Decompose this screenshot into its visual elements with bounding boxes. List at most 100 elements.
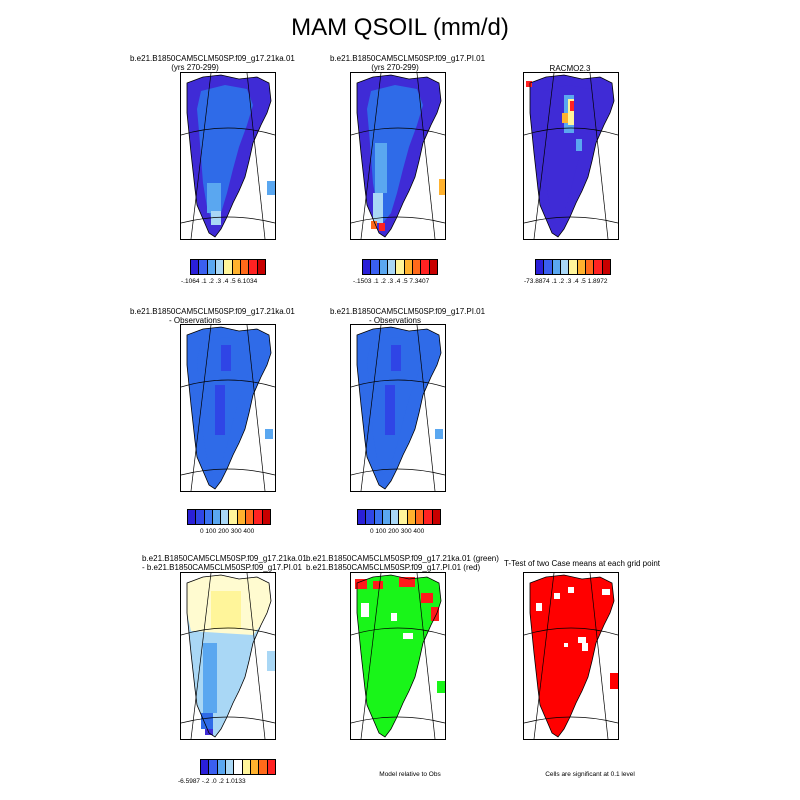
- colorbar-swatch: [246, 510, 255, 524]
- colorbar-swatch: [196, 510, 205, 524]
- grid-cell-block: [536, 603, 542, 611]
- longitude-line: [246, 73, 266, 239]
- colorbar-swatch: [217, 760, 226, 774]
- colorbar-swatch: [429, 260, 437, 274]
- colorbar-swatch: [267, 760, 275, 774]
- latitude-line: [181, 716, 275, 724]
- grid-cell-block: [435, 429, 443, 439]
- colorbar-swatch: [257, 260, 265, 274]
- colorbar-swatch: [374, 510, 383, 524]
- panel-5-subtitle: - Observations: [368, 316, 422, 325]
- colorbar-swatch: [544, 260, 553, 274]
- colorbar-swatch: [366, 510, 375, 524]
- colorbar-swatch: [191, 260, 200, 274]
- panel-1-colorbar-labels: -.1064 .1 .2 .3 .4 .5 6.1034: [181, 278, 258, 285]
- panel-4-map: [180, 324, 276, 492]
- coastline: [356, 74, 442, 238]
- colorbar-swatch: [363, 260, 372, 274]
- grid-cell-block: [385, 385, 395, 435]
- colorbar-swatch: [358, 510, 367, 524]
- panel-2-title-line: b.e21.B1850CAM5CLM50SP.f09_g17.PI.01: [330, 54, 486, 63]
- panel-6-map: [180, 572, 276, 740]
- grid-cell-block: [391, 613, 397, 621]
- colorbar-swatch: [421, 260, 430, 274]
- grid-cell-block: [267, 651, 275, 671]
- colorbar-swatch: [254, 510, 263, 524]
- coastline: [186, 574, 272, 738]
- panel-2-subtitle: (yrs 270-299): [371, 63, 419, 72]
- latitude-line: [351, 716, 445, 724]
- longitude-line: [190, 573, 212, 739]
- grid-cell-block: [265, 429, 273, 439]
- grid-cell-block: [526, 81, 532, 87]
- panel-5-map: [350, 324, 446, 492]
- colorbar-swatch: [201, 760, 210, 774]
- panel-7-title-line: b.e21.B1850CAM5CLM50SP.f09_g17.21ka.01 (…: [306, 554, 499, 563]
- latitude-line: [351, 127, 445, 136]
- grid-cell-block: [582, 643, 588, 651]
- longitude-line: [533, 573, 555, 739]
- longitude-line: [589, 73, 609, 239]
- grid-cell-block: [391, 345, 401, 371]
- colorbar-swatch: [232, 260, 241, 274]
- latitude-line: [181, 468, 275, 476]
- grid-cell-block: [375, 143, 387, 193]
- colorbar-swatch: [585, 260, 595, 274]
- ice-sheet-region: [530, 575, 614, 737]
- colorbar-swatch: [212, 510, 222, 524]
- grid-cell-block: [439, 179, 445, 195]
- panel-6-colorbar: [200, 759, 276, 775]
- panel-5-colorbar: [357, 509, 441, 525]
- panel-4-title-line: b.e21.B1850CAM5CLM50SP.f09_g17.21ka.01: [130, 307, 295, 316]
- latitude-line: [524, 716, 618, 724]
- longitude-line: [589, 573, 609, 739]
- colorbar-swatch: [602, 260, 610, 274]
- latitude-line: [181, 216, 275, 224]
- colorbar-swatch: [382, 510, 392, 524]
- panel-2-map: [350, 72, 446, 240]
- grid-cell-block: [211, 591, 241, 629]
- coastline: [529, 74, 615, 238]
- longitude-line: [416, 573, 436, 739]
- colorbar-swatch: [225, 760, 235, 774]
- latitude-line: [524, 627, 618, 636]
- colorbar-swatch: [224, 260, 233, 274]
- colorbar-swatch: [387, 260, 397, 274]
- grid-cell-block: [570, 101, 574, 111]
- colorbar-swatch: [249, 260, 258, 274]
- grid-cell-block: [554, 593, 560, 599]
- panel-3-map: [523, 72, 619, 240]
- grid-cell-block: [373, 193, 383, 223]
- longitude-line: [533, 73, 555, 239]
- colorbar-swatch: [262, 510, 270, 524]
- grid-cell-block: [355, 579, 367, 589]
- grid-cell-block: [610, 673, 618, 689]
- coastline: [356, 574, 442, 738]
- panel-8-note: Cells are significant at 0.1 level: [545, 771, 635, 778]
- grid-cell-block: [403, 633, 413, 639]
- longitude-line: [246, 573, 266, 739]
- latitude-line: [351, 627, 445, 636]
- panel-5-colorbar-labels: 0 100 200 300 400: [370, 528, 425, 535]
- grid-cell-block: [215, 385, 225, 435]
- panel-2-colorbar: [362, 259, 438, 275]
- grid-cell-block: [421, 593, 433, 603]
- panel-1-map: [180, 72, 276, 240]
- panel-3-title: RACMO2.3: [549, 64, 591, 73]
- colorbar-swatch: [407, 510, 417, 524]
- grid-cell-block: [207, 183, 221, 213]
- panel-1-subtitle: (yrs 270-299): [171, 63, 219, 72]
- panel-6-title-line: b.e21.B1850CAM5CLM50SP.f09_g17.21ka.01: [142, 554, 307, 563]
- grid-cell-block: [562, 113, 568, 123]
- colorbar-swatch: [416, 510, 425, 524]
- panel-5-title-line: b.e21.B1850CAM5CLM50SP.f09_g17.PI.01: [330, 307, 486, 316]
- longitude-line: [360, 325, 382, 491]
- colorbar-swatch: [237, 510, 247, 524]
- colorbar-swatch: [209, 760, 218, 774]
- panel-2-colorbar-labels: -.1503 .1 .2 .3 .4 .5 7.3407: [353, 278, 430, 285]
- grid-cell-block: [201, 713, 213, 729]
- panel-4-subtitle: - Observations: [168, 316, 222, 325]
- panel-2-title: b.e21.B1850CAM5CLM50SP.f09_g17.PI.01 (yr…: [330, 54, 486, 72]
- grid-cell-block: [203, 643, 217, 713]
- grid-cell-block: [267, 181, 275, 195]
